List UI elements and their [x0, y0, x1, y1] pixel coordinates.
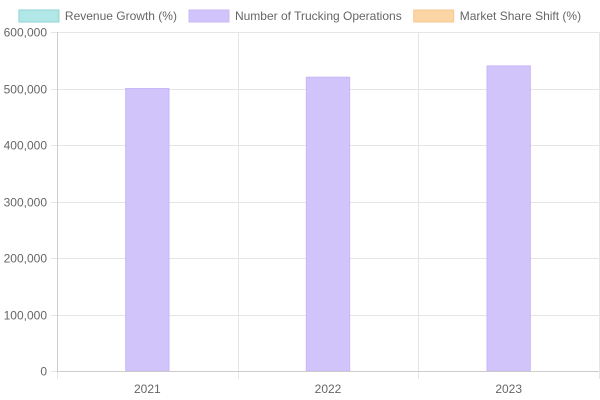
bars	[125, 65, 531, 372]
y-tick-label: 200,000	[4, 252, 48, 266]
legend-swatch	[413, 9, 455, 23]
y-tick-label: 0	[40, 365, 47, 379]
x-axis-ticks: 2021 2022 2023	[134, 382, 522, 396]
bar-number-of-trucking-operations-2022	[305, 76, 351, 372]
y-tick-label: 400,000	[4, 139, 48, 153]
axes	[57, 32, 599, 372]
legend: Revenue Growth (%) Number of Trucking Ope…	[18, 9, 581, 23]
y-tick-label: 500,000	[4, 83, 48, 97]
legend-label: Market Share Shift (%)	[460, 9, 581, 23]
y-tick-label: 100,000	[4, 309, 48, 323]
legend-label: Number of Trucking Operations	[235, 9, 402, 23]
bar-number-of-trucking-operations-2021	[125, 88, 170, 372]
legend-swatch	[18, 9, 60, 23]
x-tick-label: 2021	[134, 382, 161, 396]
y-tick-label: 600,000	[4, 26, 48, 40]
bar-number-of-trucking-operations-2023	[486, 65, 531, 372]
x-tick-label: 2023	[495, 382, 522, 396]
x-tick-label: 2022	[315, 382, 342, 396]
legend-label: Revenue Growth (%)	[65, 9, 177, 23]
legend-swatch	[188, 9, 230, 23]
y-tick-label: 300,000	[4, 196, 48, 210]
y-axis-ticks: 0 100,000 200,000 300,000 400,000 500,000 600,…	[4, 26, 48, 379]
